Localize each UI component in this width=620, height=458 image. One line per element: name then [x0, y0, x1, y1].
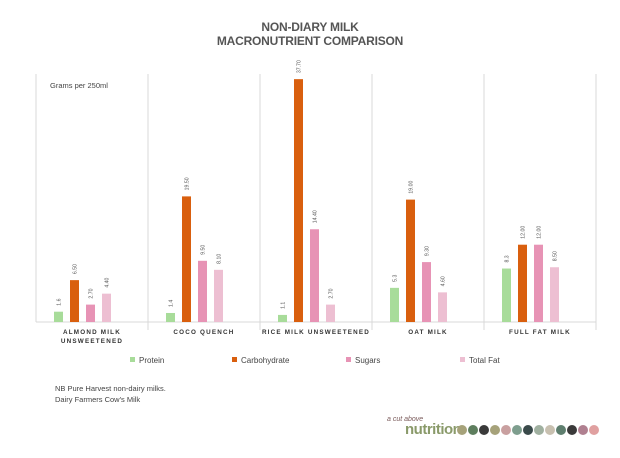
bar-total-fat-oat-milk: [438, 292, 447, 322]
bar-total-fat-rice-milk-unsweetened: [326, 304, 335, 322]
footnote-1: NB Pure Harvest non-dairy milks.: [55, 384, 166, 393]
value-label-carbohydrate: 6.50: [73, 264, 79, 274]
legend-swatch-carbohydrate: [232, 357, 237, 362]
legend-label-carbohydrate: Carbohydrate: [241, 356, 290, 365]
logo-dot: [501, 425, 511, 435]
value-label-total-fat: 2.70: [329, 288, 335, 298]
bar-total-fat-coco-quench: [214, 269, 223, 322]
logo-dot: [578, 425, 588, 435]
brand-logo: a cut above nutrition: [387, 414, 599, 440]
value-label-protein: 8.3: [505, 255, 511, 262]
logo-dot: [468, 425, 478, 435]
value-label-sugars: 2.70: [89, 288, 95, 298]
category-label: ALMOND MILK: [63, 329, 121, 336]
bar-sugars-rice-milk-unsweetened: [310, 229, 319, 322]
bar-sugars-almond-milk-unsweetened: [86, 304, 95, 322]
logo-dot: [545, 425, 555, 435]
value-label-protein: 1.4: [169, 300, 175, 307]
category-label: UNSWEETENED: [61, 338, 123, 345]
logo-dot: [523, 425, 533, 435]
value-label-carbohydrate: 37.70: [297, 60, 303, 73]
value-label-total-fat: 4.40: [105, 277, 111, 287]
legend-label-protein: Protein: [139, 356, 164, 365]
value-label-carbohydrate: 12.00: [521, 226, 527, 239]
category-label: COCO QUENCH: [173, 329, 234, 336]
bar-protein-full-fat-milk: [502, 268, 511, 322]
logo-dot: [457, 425, 467, 435]
bar-sugars-full-fat-milk: [534, 244, 543, 322]
value-label-protein: 1.6: [57, 298, 63, 305]
logo-dot: [589, 425, 599, 435]
value-label-carbohydrate: 19.00: [409, 181, 415, 194]
bar-carbohydrate-oat-milk: [406, 199, 415, 322]
footnote-2: Dairy Farmers Cow's Milk: [55, 395, 141, 404]
value-label-total-fat: 8.50: [553, 251, 559, 261]
legend-swatch-protein: [130, 357, 135, 362]
bar-total-fat-full-fat-milk: [550, 267, 559, 322]
value-label-sugars: 9.30: [425, 246, 431, 256]
bar-protein-rice-milk-unsweetened: [278, 314, 287, 322]
legend-label-sugars: Sugars: [355, 356, 380, 365]
unit-label: Grams per 250ml: [50, 81, 108, 90]
bar-carbohydrate-rice-milk-unsweetened: [294, 79, 303, 322]
bar-carbohydrate-coco-quench: [182, 196, 191, 322]
bar-carbohydrate-full-fat-milk: [518, 244, 527, 322]
logo-wordmark: nutrition: [405, 421, 462, 438]
value-label-total-fat: 8.10: [217, 254, 223, 264]
category-label: OAT MILK: [408, 329, 448, 336]
logo-dot: [479, 425, 489, 435]
logo-dot: [534, 425, 544, 435]
legend-swatch-total-fat: [460, 357, 465, 362]
bar-carbohydrate-almond-milk-unsweetened: [70, 280, 79, 322]
logo-dot: [512, 425, 522, 435]
category-label: FULL FAT MILK: [509, 329, 571, 336]
bar-sugars-coco-quench: [198, 260, 207, 322]
bar-protein-oat-milk: [390, 287, 399, 322]
bar-protein-coco-quench: [166, 312, 175, 322]
logo-dot: [556, 425, 566, 435]
value-label-sugars: 9.50: [201, 245, 207, 255]
logo-dot: [490, 425, 500, 435]
value-label-protein: 5.3: [393, 275, 399, 282]
value-label-protein: 1.1: [281, 302, 287, 309]
bar-sugars-oat-milk: [422, 262, 431, 322]
value-label-sugars: 14.40: [313, 210, 319, 223]
value-label-total-fat: 4.60: [441, 276, 447, 286]
legend-swatch-sugars: [346, 357, 351, 362]
bar-total-fat-almond-milk-unsweetened: [102, 293, 111, 322]
logo-tagline: a cut above: [387, 416, 424, 423]
chart-title: NON-DIARY MILK: [261, 20, 359, 34]
logo-dots: [457, 425, 599, 435]
legend-label-total-fat: Total Fat: [469, 356, 500, 365]
logo-dot: [567, 425, 577, 435]
value-label-sugars: 12.00: [537, 226, 543, 239]
chart-subtitle: MACRONUTRIENT COMPARISON: [216, 34, 404, 48]
bar-protein-almond-milk-unsweetened: [54, 311, 63, 322]
category-label: RICE MILK UNSWEETENED: [262, 329, 370, 336]
value-label-carbohydrate: 19.50: [185, 177, 191, 190]
